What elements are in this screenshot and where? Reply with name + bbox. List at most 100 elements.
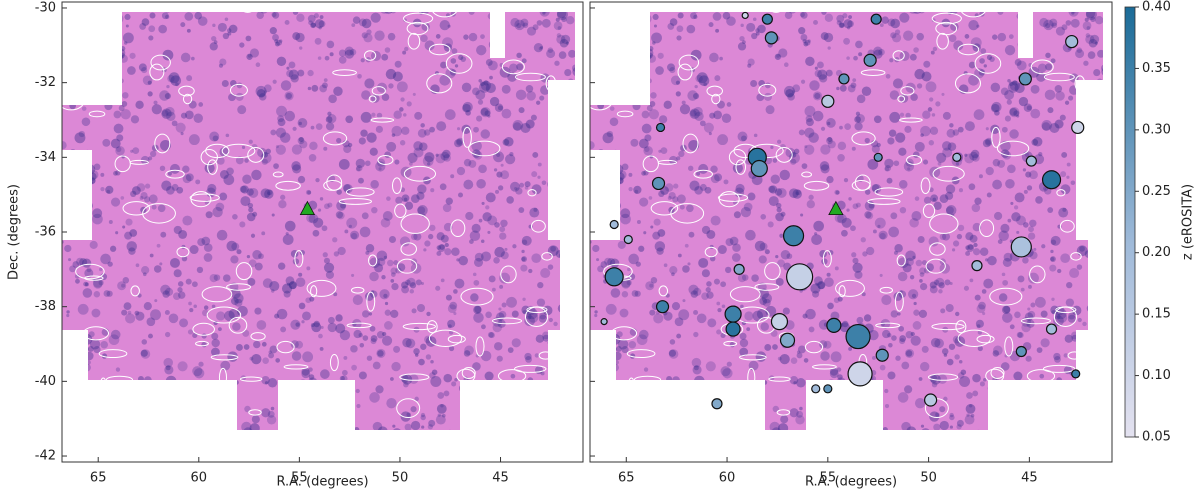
contour xyxy=(235,262,253,281)
density-blob xyxy=(1008,34,1014,39)
density-blob xyxy=(173,269,182,278)
density-blob xyxy=(295,391,299,395)
density-blob xyxy=(921,260,928,266)
density-blob xyxy=(547,47,554,53)
density-blob xyxy=(673,183,679,189)
contour xyxy=(366,291,376,312)
density-blob xyxy=(295,277,306,288)
density-blob xyxy=(394,60,402,68)
density-blob xyxy=(83,346,89,352)
density-blob xyxy=(338,49,347,57)
density-blob xyxy=(305,189,311,195)
density-blob xyxy=(609,106,615,111)
density-blob xyxy=(619,308,629,318)
density-blob xyxy=(1023,189,1028,194)
density-blob xyxy=(870,392,882,404)
density-blob xyxy=(671,302,681,311)
density-blob xyxy=(201,440,204,443)
density-blob xyxy=(91,43,100,51)
density-blob xyxy=(351,318,362,329)
density-blob xyxy=(141,339,148,345)
density-blob xyxy=(986,192,992,198)
density-blob xyxy=(133,416,141,423)
density-blob xyxy=(809,80,820,91)
density-blob xyxy=(591,77,595,81)
density-blob xyxy=(1034,296,1046,308)
contour xyxy=(150,54,171,71)
density-blob xyxy=(994,110,1000,116)
density-blob xyxy=(363,33,373,43)
density-blob xyxy=(751,32,758,40)
density-blob xyxy=(1096,78,1103,85)
y-tick-label: -36 xyxy=(35,225,56,240)
density-blob xyxy=(506,196,514,204)
density-blob xyxy=(1079,245,1085,252)
density-blob xyxy=(194,12,203,20)
density-blob xyxy=(439,244,445,250)
density-blob xyxy=(755,351,767,362)
density-blob xyxy=(889,58,894,63)
density-blob xyxy=(617,240,626,249)
density-blob xyxy=(325,270,335,279)
density-blob xyxy=(113,171,118,176)
density-blob xyxy=(803,358,809,363)
density-blob xyxy=(146,317,156,327)
density-blob xyxy=(276,39,283,46)
density-blob xyxy=(1008,453,1016,461)
density-blob xyxy=(525,119,535,129)
density-blob xyxy=(121,283,126,288)
density-blob xyxy=(622,407,628,413)
density-blob xyxy=(654,241,666,252)
density-blob xyxy=(634,290,641,297)
density-blob xyxy=(626,280,632,286)
density-blob xyxy=(1014,58,1022,66)
density-blob xyxy=(764,249,770,255)
density-blob xyxy=(326,425,336,430)
contour xyxy=(530,381,539,399)
density-blob xyxy=(84,282,89,287)
density-blob xyxy=(375,125,383,133)
density-blob xyxy=(404,46,409,52)
density-blob xyxy=(324,449,332,457)
density-blob xyxy=(365,250,370,255)
density-blob xyxy=(847,84,856,93)
density-blob xyxy=(460,56,467,62)
density-blob xyxy=(272,79,277,84)
density-blob xyxy=(255,85,267,97)
density-blob xyxy=(272,34,279,41)
density-blob xyxy=(662,416,669,423)
density-blob xyxy=(153,265,162,273)
density-blob xyxy=(161,180,172,191)
density-blob xyxy=(132,147,140,155)
density-blob xyxy=(486,386,494,395)
density-blob xyxy=(698,163,709,174)
density-blob xyxy=(258,93,267,101)
density-blob xyxy=(454,139,463,148)
contour xyxy=(377,154,394,165)
density-blob xyxy=(1064,450,1071,457)
density-blob xyxy=(972,154,980,162)
density-blob xyxy=(837,213,847,224)
density-blob xyxy=(116,146,122,152)
density-blob xyxy=(344,400,354,409)
density-blob xyxy=(485,58,493,66)
density-blob xyxy=(1087,51,1096,59)
density-blob xyxy=(541,18,551,28)
density-blob xyxy=(729,387,738,396)
density-blob xyxy=(751,274,759,282)
density-blob xyxy=(1056,377,1063,383)
density-blob xyxy=(330,449,340,459)
density-blob xyxy=(481,201,485,205)
density-blob xyxy=(707,419,716,429)
density-blob xyxy=(767,221,774,228)
density-blob xyxy=(919,279,923,283)
x-tick-label: 50 xyxy=(920,471,937,486)
density-blob xyxy=(971,203,981,213)
contour xyxy=(445,53,473,74)
contour xyxy=(1029,265,1046,284)
density-blob xyxy=(557,103,566,112)
density-blob xyxy=(824,446,830,452)
density-blob xyxy=(603,203,611,211)
density-blob xyxy=(1078,400,1088,410)
density-blob xyxy=(839,22,845,28)
